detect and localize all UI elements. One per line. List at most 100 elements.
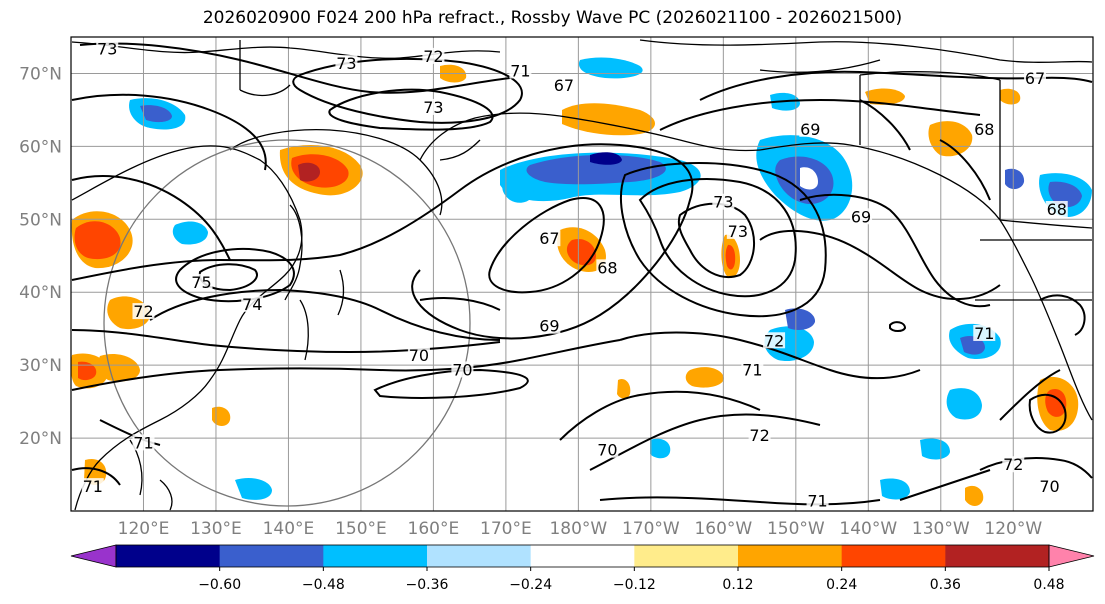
colorbar-tick-label: 0.48 bbox=[1033, 577, 1064, 593]
longitude-labels: 120°E 130°E 140°E 150°E 160°E 170°E 180°W 170°W… bbox=[118, 519, 1043, 539]
colorbar-tick-label: −0.12 bbox=[613, 577, 656, 593]
contour-label: 67 bbox=[554, 76, 574, 95]
colorbar-tick-label: 0.12 bbox=[722, 577, 753, 593]
longitude-label: 180°W bbox=[549, 519, 607, 539]
contour-label: 73 bbox=[728, 222, 748, 241]
contour-label-background bbox=[850, 208, 873, 225]
contour-label: 71 bbox=[133, 433, 153, 452]
longitude-label: 160°E bbox=[408, 519, 460, 539]
shading-positive bbox=[71, 64, 1079, 506]
contour-label: 73 bbox=[713, 193, 733, 212]
contour-label-background bbox=[741, 361, 764, 378]
contour-label-background bbox=[96, 40, 119, 57]
contour-label: 73 bbox=[423, 98, 443, 117]
contour-label: 73 bbox=[336, 54, 356, 73]
contour-label-background bbox=[726, 222, 749, 239]
reference-circle bbox=[103, 139, 471, 507]
colorbar-tick-label: −0.24 bbox=[509, 577, 552, 593]
longitude-label: 130°W bbox=[912, 519, 970, 539]
contour-label-background bbox=[596, 441, 619, 458]
contour-label: 72 bbox=[749, 426, 769, 445]
colorbar-frame bbox=[115, 544, 1050, 568]
contour-label-background bbox=[748, 427, 771, 444]
contour-label: 70 bbox=[597, 441, 617, 460]
contour-label: 70 bbox=[1039, 477, 1059, 496]
latitude-label: 70°N bbox=[19, 64, 62, 84]
contour-label: 70 bbox=[409, 346, 429, 365]
colorbar-extend-high bbox=[1048, 544, 1095, 568]
contour-label: 68 bbox=[974, 120, 994, 139]
longitude-label: 150°E bbox=[335, 519, 387, 539]
contour-label-background bbox=[1024, 69, 1047, 86]
longitude-label: 140°W bbox=[839, 519, 897, 539]
contour-label-background bbox=[132, 303, 155, 320]
colorbar-tick-label: −0.60 bbox=[198, 577, 241, 593]
contour-label-background bbox=[451, 361, 474, 378]
contour-label: 71 bbox=[974, 324, 994, 343]
contour-label-background bbox=[973, 120, 996, 137]
contour-label: 71 bbox=[83, 477, 103, 496]
longitude-label: 120°W bbox=[984, 519, 1042, 539]
colorbar-bin bbox=[219, 545, 324, 567]
colorbar: −0.60 −0.48 −0.36 −0.24 −0.12 0.12 0.24 0.36 0.4… bbox=[70, 544, 1095, 593]
colorbar-bin bbox=[116, 545, 221, 567]
latitude-label: 20°N bbox=[19, 429, 62, 449]
colorbar-bin bbox=[634, 545, 739, 567]
contour-label: 67 bbox=[1025, 69, 1045, 88]
longitude-label: 170°E bbox=[480, 519, 532, 539]
longitude-label: 130°E bbox=[190, 519, 242, 539]
colorbar-bin bbox=[841, 545, 946, 567]
contour-label: 68 bbox=[597, 258, 617, 277]
contour-label: 70 bbox=[452, 360, 472, 379]
contour-label-background bbox=[241, 295, 264, 312]
contour-label: 72 bbox=[1003, 455, 1023, 474]
shading-negative bbox=[129, 57, 1092, 500]
contour-label-background bbox=[538, 230, 561, 247]
colorbar-tick-label: −0.36 bbox=[406, 577, 449, 593]
colorbar-bin bbox=[530, 545, 635, 567]
contour-label: 72 bbox=[133, 302, 153, 321]
colorbar-tick-label: 0.24 bbox=[826, 577, 857, 593]
latitude-label: 40°N bbox=[19, 283, 62, 303]
contour-label-background bbox=[81, 478, 104, 495]
colorbar-tick-label: −0.48 bbox=[302, 577, 345, 593]
contour-label-background bbox=[596, 259, 619, 276]
contour-label: 71 bbox=[510, 61, 530, 80]
contour-label: 71 bbox=[807, 492, 827, 511]
contour-label: 69 bbox=[851, 207, 871, 226]
colorbar-bin bbox=[323, 545, 428, 567]
colorbar-bin bbox=[945, 545, 1050, 567]
longitude-label: 120°E bbox=[118, 519, 170, 539]
contour-label-background bbox=[1038, 478, 1061, 495]
contour-label-background bbox=[509, 62, 532, 79]
contour-label: 67 bbox=[539, 229, 559, 248]
contour-label-background bbox=[190, 273, 213, 290]
contour-label-background bbox=[552, 77, 575, 94]
contour-label-background bbox=[407, 346, 430, 363]
contour-label-background bbox=[1045, 201, 1068, 218]
contour-label-background bbox=[132, 434, 155, 451]
contour-label: 68 bbox=[1047, 200, 1067, 219]
contour-label-background bbox=[712, 193, 735, 210]
map-title: 2026020900 F024 200 hPa refract., Rossby… bbox=[202, 8, 903, 28]
contour-label-background bbox=[538, 317, 561, 334]
contour-label: 73 bbox=[97, 40, 117, 59]
colorbar-bin bbox=[427, 545, 532, 567]
colorbar-extend-low bbox=[70, 544, 117, 568]
contour-label-background bbox=[335, 55, 358, 72]
contour-label-background bbox=[806, 492, 829, 509]
colorbar-bin bbox=[738, 545, 843, 567]
contour-label: 69 bbox=[800, 120, 820, 139]
contour-label: 74 bbox=[242, 295, 262, 314]
contour-label-background bbox=[422, 98, 445, 115]
longitude-label: 140°E bbox=[263, 519, 315, 539]
contour-label-background bbox=[1002, 456, 1025, 473]
latitude-label: 60°N bbox=[19, 137, 62, 157]
longitude-label: 170°W bbox=[622, 519, 680, 539]
contour-label: 75 bbox=[191, 273, 211, 292]
latitude-label: 50°N bbox=[19, 210, 62, 230]
contour-label: 72 bbox=[764, 331, 784, 350]
contour-label-background bbox=[422, 47, 445, 64]
